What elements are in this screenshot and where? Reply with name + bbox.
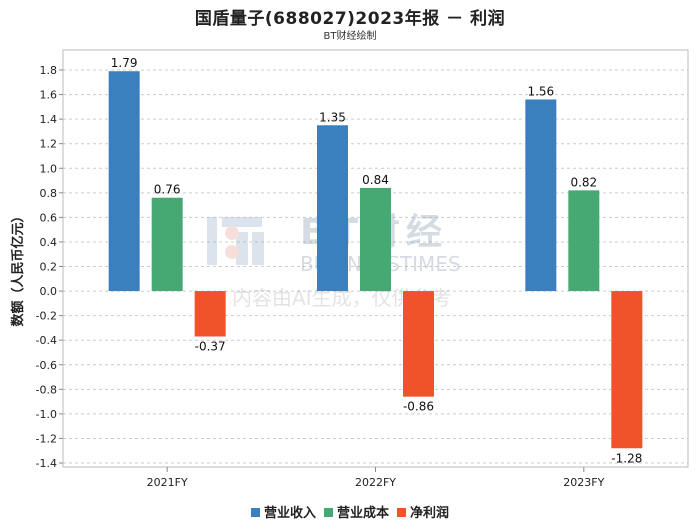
legend-item: 净利润 — [397, 502, 449, 521]
y-tick-label: -1.4 — [36, 457, 57, 470]
data-label: 0.82 — [570, 175, 597, 189]
y-tick-label: 1.2 — [40, 138, 58, 151]
data-label: -0.37 — [195, 340, 226, 354]
legend-label: 营业成本 — [336, 506, 389, 521]
bar — [568, 190, 600, 292]
chart-subtitle: BT财经绘制 — [323, 31, 377, 42]
y-tick-label: -0.8 — [36, 383, 57, 396]
bar — [360, 187, 391, 292]
legend-swatch — [250, 508, 260, 517]
y-tick-label: 0.8 — [40, 187, 58, 200]
legend-label: 营业收入 — [263, 506, 316, 521]
legend-item: 营业成本 — [323, 502, 389, 521]
y-tick-label: -0.4 — [36, 334, 57, 347]
chart-title: 国盾量子(688027)2023年报 － 利润 — [194, 9, 506, 29]
y-tick-label: -0.2 — [36, 310, 57, 323]
y-tick-label: 0.6 — [40, 211, 58, 224]
bar — [611, 291, 643, 449]
bar — [194, 291, 226, 337]
data-label: 0.84 — [362, 173, 389, 187]
x-tick-label: 2023FY — [563, 476, 604, 489]
y-axis-label: 数额（人民币亿元） — [10, 209, 26, 326]
y-tick-label: 1.6 — [40, 89, 58, 102]
y-tick-label: -1.2 — [36, 432, 57, 445]
data-label: 0.76 — [154, 183, 181, 197]
grid-lines — [63, 69, 688, 464]
data-label: 1.79 — [111, 56, 138, 70]
bar — [151, 197, 183, 292]
bar — [403, 291, 434, 397]
y-tick-label: 0.4 — [40, 236, 58, 249]
legend-item: 营业收入 — [250, 502, 316, 521]
y-tick-label: -1.0 — [36, 408, 57, 421]
data-label: 1.35 — [319, 110, 346, 124]
data-labels: 1.79 0.76 -0.37 1.35 0.84 -0.86 1.56 0.82 -1.28 — [111, 56, 643, 465]
y-tick-label: 1.0 — [40, 162, 58, 175]
bar — [108, 71, 140, 292]
x-tick-label: 2022FY — [355, 476, 396, 489]
legend-label: 净利润 — [410, 506, 450, 521]
y-tick-label: 1.4 — [40, 113, 58, 126]
bars — [108, 71, 643, 449]
bar — [525, 99, 557, 292]
data-label: 1.56 — [527, 84, 554, 98]
legend-swatch — [397, 508, 406, 517]
axes: 1.8 1.6 1.4 1.2 1.0 0.8 0.6 0.4 0.2 0.0 -0.2 -0.4 -0… — [36, 49, 689, 489]
watermark-logo-icon — [207, 217, 264, 265]
legend: 营业收入 营业成本 净利润 — [0, 502, 700, 521]
bar — [317, 125, 348, 292]
y-tick-label: 1.8 — [40, 64, 58, 77]
y-tick-label: 0.2 — [40, 261, 58, 274]
y-tick-label: -0.6 — [36, 359, 57, 372]
legend-swatch — [323, 508, 333, 517]
y-tick-label: 0.0 — [40, 285, 58, 298]
x-tick-label: 2021FY — [147, 476, 188, 489]
data-label: -1.28 — [611, 451, 642, 465]
data-label: -0.86 — [403, 400, 434, 414]
